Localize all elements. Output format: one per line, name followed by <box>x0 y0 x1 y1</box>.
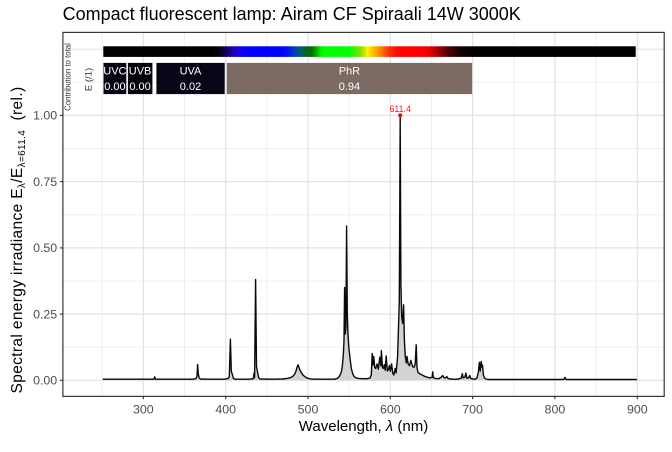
svg-text:Contribution to total: Contribution to total <box>64 43 73 111</box>
svg-text:300: 300 <box>133 403 154 417</box>
svg-text:E (/1): E (/1) <box>84 68 95 91</box>
svg-text:0.00: 0.00 <box>33 374 57 388</box>
svg-text:600: 600 <box>380 403 401 417</box>
svg-text:Wavelength, λ (nm): Wavelength, λ (nm) <box>299 418 428 435</box>
svg-text:1.00: 1.00 <box>33 109 57 123</box>
svg-text:0.50: 0.50 <box>33 241 57 255</box>
svg-text:700: 700 <box>462 403 483 417</box>
svg-text:UVB: UVB <box>129 65 152 77</box>
svg-text:PhR: PhR <box>339 65 360 77</box>
svg-text:0.02: 0.02 <box>180 81 201 93</box>
svg-text:0.00: 0.00 <box>129 81 150 93</box>
svg-text:800: 800 <box>545 403 566 417</box>
svg-text:0.00: 0.00 <box>104 81 125 93</box>
svg-text:611.4: 611.4 <box>390 104 411 114</box>
svg-text:500: 500 <box>298 403 319 417</box>
svg-text:0.94: 0.94 <box>339 81 360 93</box>
svg-text:UVC: UVC <box>103 65 126 77</box>
svg-text:Compact fluorescent lamp: Aira: Compact fluorescent lamp: Airam CF Spira… <box>63 4 521 24</box>
svg-text:900: 900 <box>627 403 648 417</box>
svg-text:UVA: UVA <box>180 65 202 77</box>
svg-text:0.25: 0.25 <box>33 307 57 321</box>
svg-text:400: 400 <box>215 403 236 417</box>
svg-text:0.75: 0.75 <box>33 175 57 189</box>
